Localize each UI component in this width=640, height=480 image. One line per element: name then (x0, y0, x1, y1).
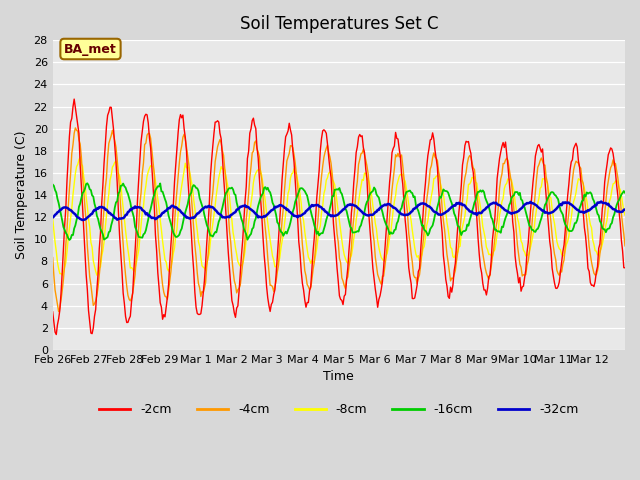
Legend: -2cm, -4cm, -8cm, -16cm, -32cm: -2cm, -4cm, -8cm, -16cm, -32cm (94, 398, 584, 421)
Title: Soil Temperatures Set C: Soil Temperatures Set C (239, 15, 438, 33)
X-axis label: Time: Time (323, 371, 354, 384)
Text: BA_met: BA_met (64, 43, 117, 56)
Y-axis label: Soil Temperature (C): Soil Temperature (C) (15, 131, 28, 259)
